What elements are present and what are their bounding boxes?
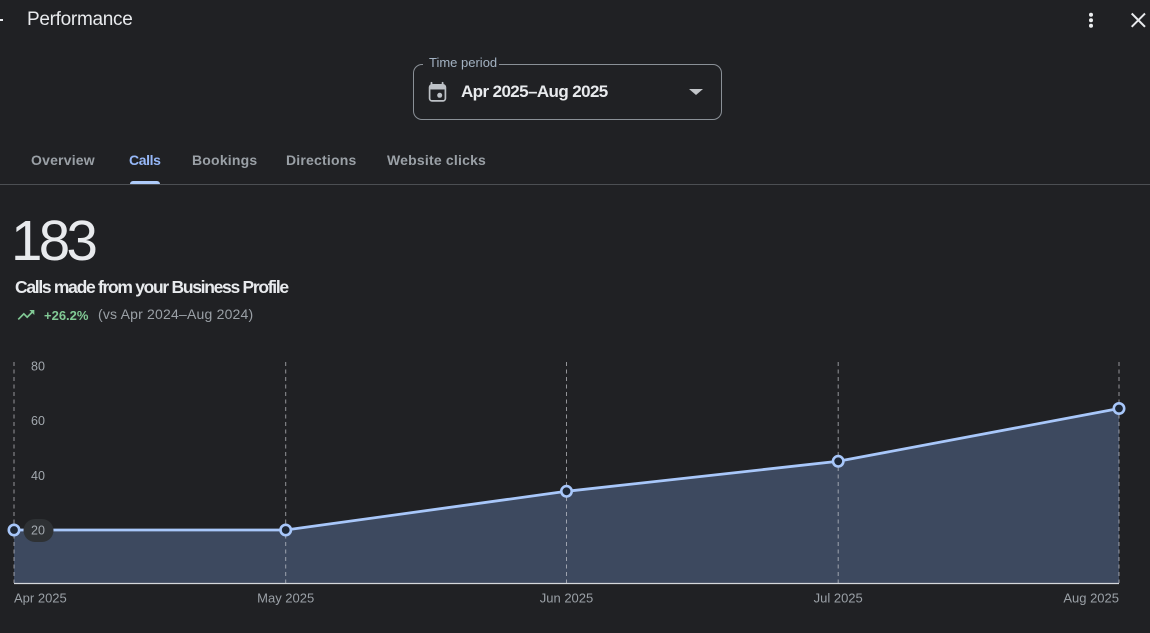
svg-text:May 2025: May 2025 — [257, 591, 314, 606]
svg-text:80: 80 — [31, 360, 45, 374]
svg-text:Apr 2025: Apr 2025 — [14, 591, 67, 606]
svg-text:Jun 2025: Jun 2025 — [540, 591, 594, 606]
svg-text:Jul 2025: Jul 2025 — [814, 591, 863, 606]
svg-text:Aug 2025: Aug 2025 — [1063, 591, 1119, 606]
svg-text:20: 20 — [31, 523, 45, 537]
svg-text:60: 60 — [31, 414, 45, 428]
svg-text:40: 40 — [31, 469, 45, 483]
